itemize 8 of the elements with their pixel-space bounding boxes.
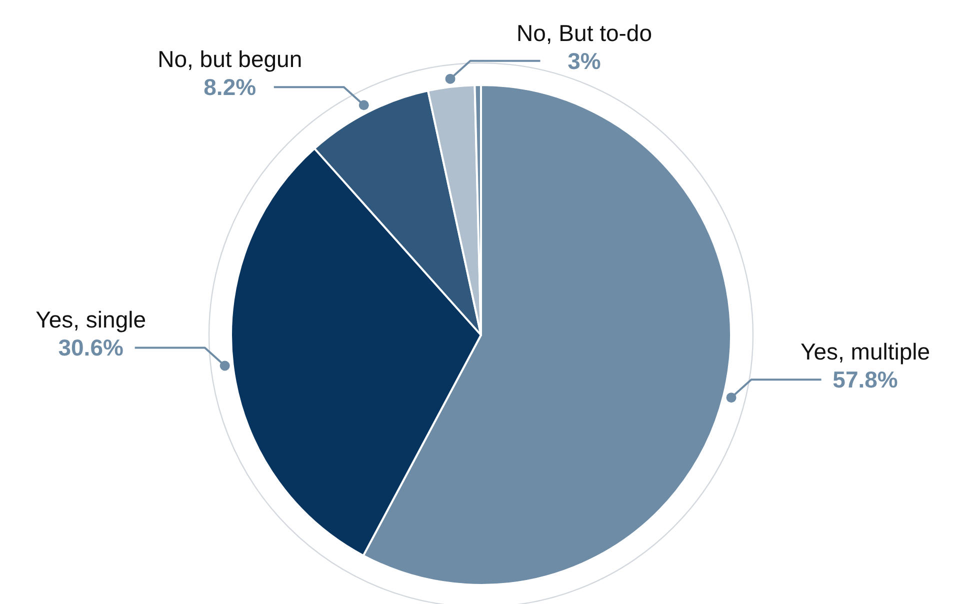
data-label: 3% xyxy=(568,48,601,74)
data-label: 57.8% xyxy=(832,366,898,393)
slice-label: Yes, multiple xyxy=(800,338,930,365)
data-label: 30.6% xyxy=(58,334,124,361)
slice-label: No, But to-do xyxy=(516,20,652,46)
slice-label: No, but begun xyxy=(158,46,302,72)
slice-label: Yes, single xyxy=(36,306,146,333)
data-label: 8.2% xyxy=(204,74,256,100)
